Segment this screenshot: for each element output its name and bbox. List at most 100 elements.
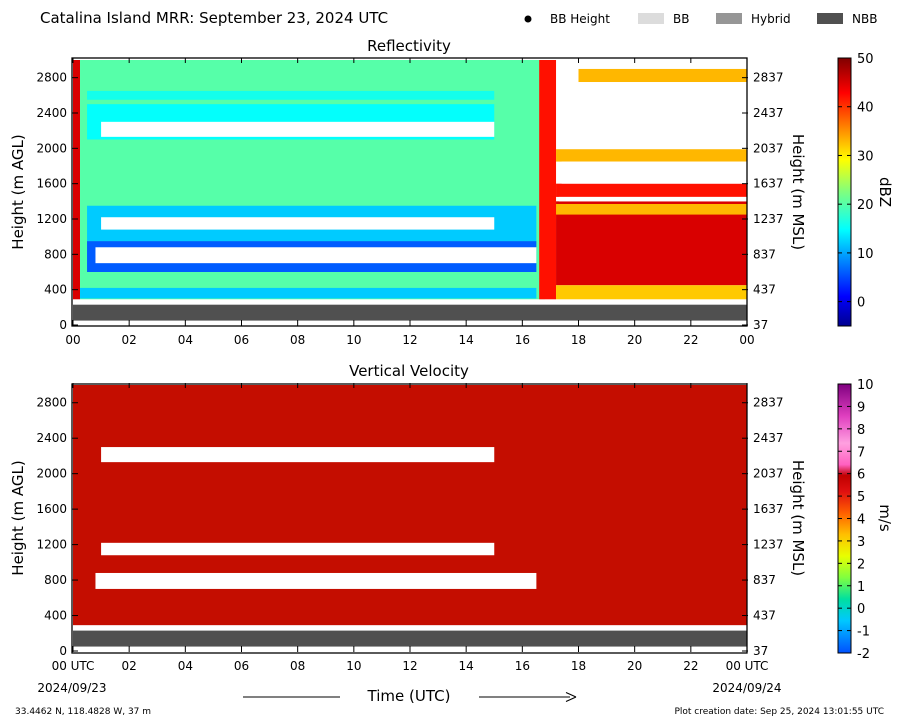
x-tick-label: 02: [122, 333, 137, 347]
colorbar-tick-label: 6: [857, 468, 865, 483]
y-tick-label: 0: [59, 318, 67, 332]
reflectivity-layer-7: [556, 149, 747, 162]
colorbar-tick-label: 8: [857, 423, 865, 438]
colorbar-tick-label: 20: [857, 198, 874, 213]
colorbar-tick-label: 9: [857, 400, 865, 415]
legend-hybrid-label: Hybrid: [751, 12, 791, 26]
y-tick-label: 2000: [36, 467, 67, 481]
y-tick-label-right: 37: [753, 318, 768, 332]
below-data-floor: [73, 299, 747, 305]
x-tick-label: 06: [234, 659, 249, 673]
colorbar-tick-label: 1: [857, 580, 865, 595]
creation-date-label: Plot creation date: Sep 25, 2024 13:01:5…: [674, 707, 884, 717]
x-tick-label: 08: [290, 333, 305, 347]
reflectivity-regime-rain-layer: [556, 201, 747, 286]
data-gap-0: [101, 121, 495, 137]
legend-bb-height-dot: [524, 15, 532, 23]
y-tick-label-right: 837: [753, 573, 776, 587]
dbz-colorbar-label: dBZ: [876, 177, 894, 207]
data-gap-0: [101, 447, 495, 463]
y-tick-label-right: 2437: [753, 431, 784, 445]
y-tick-label-right: 437: [753, 283, 776, 297]
y-tick-label: 2000: [36, 141, 67, 155]
velocity-colorbar-label: m/s: [876, 504, 894, 532]
legend: BB Height BB Hybrid NBB: [524, 12, 877, 26]
time-arrow-head-icon: [565, 692, 577, 702]
legend-bb-swatch: [638, 13, 664, 24]
legend-bb-height-label: BB Height: [550, 12, 610, 26]
reflectivity-layer-0: [80, 287, 537, 299]
data-gap-2: [95, 247, 537, 264]
x-tick-label: 00 UTC: [52, 659, 95, 673]
y-tick-label: 1600: [36, 502, 67, 516]
y-tick-label-right: 1237: [753, 538, 784, 552]
y-tick-label: 800: [44, 247, 67, 261]
time-axis-label: Time (UTC): [367, 687, 451, 705]
reflectivity-layer-4: [87, 90, 495, 100]
velocity-heatmap: [73, 385, 747, 647]
x-tick-label: 04: [178, 659, 193, 673]
x-tick-label: 20: [627, 659, 642, 673]
y-tick-label: 400: [44, 609, 67, 623]
colorbar-tick-label: -1: [857, 625, 870, 640]
reflectivity-regime-rain-surface: [556, 285, 747, 300]
data-gap-7: [558, 60, 747, 69]
y-tick-label: 400: [44, 283, 67, 297]
figure-title: Catalina Island MRR: September 23, 2024 …: [40, 9, 388, 27]
x-tick-label: 12: [402, 333, 417, 347]
legend-hybrid-swatch: [716, 13, 742, 24]
x-tick-label: 00: [739, 333, 754, 347]
x-tick-label: 16: [515, 333, 530, 347]
data-gap-3: [558, 196, 747, 202]
x-tick-label: 16: [515, 659, 530, 673]
y-tick-label: 800: [44, 573, 67, 587]
y-tick-label-right: 1237: [753, 212, 784, 226]
start-date-label: 2024/09/23: [37, 681, 106, 695]
reflectivity-title: Reflectivity: [367, 37, 451, 55]
colorbar-tick-label: 30: [857, 149, 874, 164]
velocity-colorbar-ticks: -2 -1 0 1 2 3 4 5 6 7 8 9 10: [838, 378, 874, 662]
colorbar-tick-label: -2: [857, 647, 870, 662]
legend-nbb-swatch: [817, 13, 843, 24]
y-tick-label-right: 37: [753, 644, 768, 658]
y-tick-label: 2800: [36, 396, 67, 410]
nbb-band: [73, 304, 747, 321]
colorbar-tick-label: 7: [857, 445, 865, 460]
y-tick-label-right: 2437: [753, 106, 784, 120]
colorbar-tick-label: 50: [857, 52, 874, 67]
x-tick-label: 20: [627, 333, 642, 347]
colorbar-tick-label: 0: [857, 296, 865, 311]
reflectivity-ylabel-right: Height (m MSL): [789, 134, 807, 250]
x-tick-label: 22: [683, 333, 698, 347]
data-gap-1: [101, 542, 495, 556]
colorbar-tick-label: 5: [857, 490, 865, 505]
data-gap-1: [101, 217, 495, 230]
location-label: 33.4462 N, 118.4828 W, 37 m: [15, 707, 151, 717]
reflectivity-ylabel: Height (m AGL): [9, 134, 27, 249]
velocity-ylabel-right: Height (m MSL): [789, 460, 807, 576]
y-tick-label: 0: [59, 644, 67, 658]
velocity-ylabel: Height (m AGL): [9, 460, 27, 575]
y-tick-label: 1200: [36, 538, 67, 552]
reflectivity-layer-8: [578, 68, 747, 83]
reflectivity-regime-transition: [539, 60, 557, 300]
x-tick-label: 02: [122, 659, 137, 673]
colorbar-tick-label: 2: [857, 557, 865, 572]
x-tick-label: 14: [459, 333, 474, 347]
y-tick-label: 2400: [36, 431, 67, 445]
y-tick-label-right: 2037: [753, 467, 784, 481]
y-tick-label-right: 1637: [753, 177, 784, 191]
x-tick-label: 04: [178, 333, 193, 347]
data-gap-2: [95, 572, 537, 589]
y-tick-label: 1600: [36, 177, 67, 191]
dbz-colorbar: [837, 57, 852, 327]
end-date-label: 2024/09/24: [712, 681, 781, 695]
x-tick-label: 06: [234, 333, 249, 347]
dbz-colorbar-ticks: 0 10 20 30 40 50: [838, 52, 874, 311]
colorbar-tick-label: 40: [857, 101, 874, 116]
x-tick-label: 08: [290, 659, 305, 673]
data-gap-4: [561, 161, 747, 184]
reflectivity-layer-5: [556, 203, 747, 215]
